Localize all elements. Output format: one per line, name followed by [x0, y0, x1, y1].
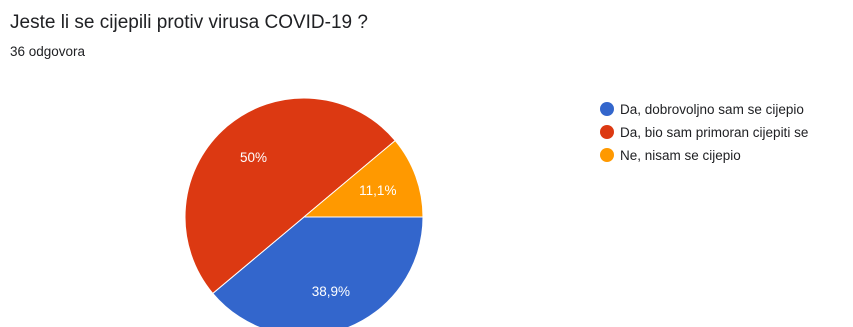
pie-slice-not-vaccinated[interactable] — [302, 139, 424, 218]
pie-label-forced: 50% — [240, 150, 267, 165]
legend-swatch-voluntary — [600, 102, 614, 116]
legend-swatch-forced — [600, 125, 614, 139]
pie-label-voluntary: 38,9% — [312, 284, 350, 299]
chart-legend: Da, dobrovoljno sam se cijepio Da, bio s… — [600, 99, 808, 168]
pie-label-not-vaccinated: 11,1% — [359, 183, 396, 198]
legend-item-voluntary[interactable]: Da, dobrovoljno sam se cijepio — [600, 99, 808, 119]
legend-swatch-not-vaccinated — [600, 148, 614, 162]
pie-slice-voluntary[interactable] — [212, 216, 424, 327]
legend-item-forced[interactable]: Da, bio sam primoran cijepiti se — [600, 122, 808, 142]
response-count: 36 odgovora — [10, 44, 86, 59]
question-title: Jeste li se cijepili protiv virusa COVID… — [10, 12, 368, 33]
legend-label-voluntary: Da, dobrovoljno sam se cijepio — [620, 101, 804, 117]
pie-slice-forced[interactable] — [184, 97, 396, 295]
legend-item-not-vaccinated[interactable]: Ne, nisam se cijepio — [600, 145, 808, 165]
legend-label-not-vaccinated: Ne, nisam se cijepio — [620, 147, 741, 163]
legend-label-forced: Da, bio sam primoran cijepiti se — [620, 124, 809, 140]
